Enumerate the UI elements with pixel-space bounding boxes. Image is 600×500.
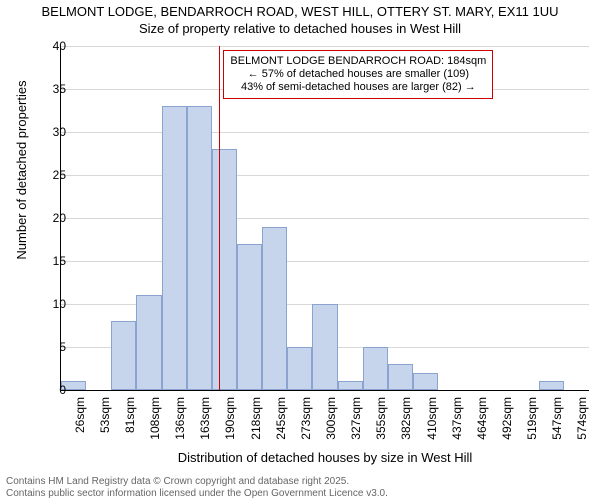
attribution-line: Contains HM Land Registry data © Crown c… (6, 476, 388, 488)
x-tick-label: 574sqm (575, 397, 589, 452)
x-tick-label: 410sqm (425, 397, 439, 452)
histogram-bar (312, 304, 337, 390)
y-tick-label: 30 (36, 125, 66, 139)
x-tick-label: 464sqm (475, 397, 489, 452)
y-tick-label: 10 (36, 297, 66, 311)
x-tick-label: 382sqm (399, 397, 413, 452)
histogram-bar (539, 381, 564, 390)
x-tick-label: 190sqm (223, 397, 237, 452)
y-tick-label: 35 (36, 82, 66, 96)
gridline-h (61, 218, 589, 219)
histogram-bar (212, 149, 237, 390)
x-tick-label: 547sqm (550, 397, 564, 452)
x-tick-label: 136sqm (173, 397, 187, 452)
histogram-bar (338, 381, 363, 390)
y-tick-label: 5 (36, 340, 66, 354)
histogram-bar (388, 364, 413, 390)
attribution: Contains HM Land Registry data © Crown c… (6, 476, 388, 500)
histogram-bar (111, 321, 136, 390)
chart-title-line2: Size of property relative to detached ho… (0, 21, 600, 36)
x-tick-label: 26sqm (73, 397, 87, 452)
attribution-line: Contains public sector information licen… (6, 488, 388, 500)
y-tick-label: 40 (36, 39, 66, 53)
histogram-bar (136, 295, 161, 390)
histogram-bar (287, 347, 312, 390)
x-tick-label: 300sqm (324, 397, 338, 452)
x-axis-label: Distribution of detached houses by size … (60, 450, 590, 465)
histogram-bar (363, 347, 388, 390)
x-tick-label: 163sqm (198, 397, 212, 452)
gridline-h (61, 46, 589, 47)
x-tick-label: 355sqm (374, 397, 388, 452)
plot-area: BELMONT LODGE BENDARROCH ROAD: 184sqm← 5… (60, 46, 589, 391)
gridline-h (61, 175, 589, 176)
x-tick-label: 273sqm (299, 397, 313, 452)
x-tick-label: 81sqm (123, 397, 137, 452)
histogram-bar (413, 373, 438, 390)
y-tick-label: 0 (36, 383, 66, 397)
y-tick-label: 15 (36, 254, 66, 268)
histogram-bar (237, 244, 262, 390)
x-tick-label: 519sqm (525, 397, 539, 452)
x-tick-label: 437sqm (450, 397, 464, 452)
reference-callout: BELMONT LODGE BENDARROCH ROAD: 184sqm← 5… (223, 50, 493, 99)
gridline-h (61, 261, 589, 262)
x-tick-label: 218sqm (249, 397, 263, 452)
x-tick-label: 492sqm (500, 397, 514, 452)
histogram-bar (262, 227, 287, 390)
y-tick-label: 25 (36, 168, 66, 182)
x-tick-label: 53sqm (98, 397, 112, 452)
callout-line: ← 57% of detached houses are smaller (10… (230, 68, 486, 81)
x-tick-label: 245sqm (274, 397, 288, 452)
histogram-bar (162, 106, 187, 390)
reference-line (219, 46, 220, 390)
gridline-h (61, 132, 589, 133)
y-axis-label: Number of detached properties (14, 30, 29, 310)
y-tick-label: 20 (36, 211, 66, 225)
callout-line: BELMONT LODGE BENDARROCH ROAD: 184sqm (230, 55, 486, 68)
histogram-bar (187, 106, 212, 390)
x-tick-label: 108sqm (148, 397, 162, 452)
chart-title-line1: BELMONT LODGE, BENDARROCH ROAD, WEST HIL… (0, 4, 600, 19)
x-tick-label: 327sqm (349, 397, 363, 452)
callout-line: 43% of semi-detached houses are larger (… (230, 81, 486, 94)
